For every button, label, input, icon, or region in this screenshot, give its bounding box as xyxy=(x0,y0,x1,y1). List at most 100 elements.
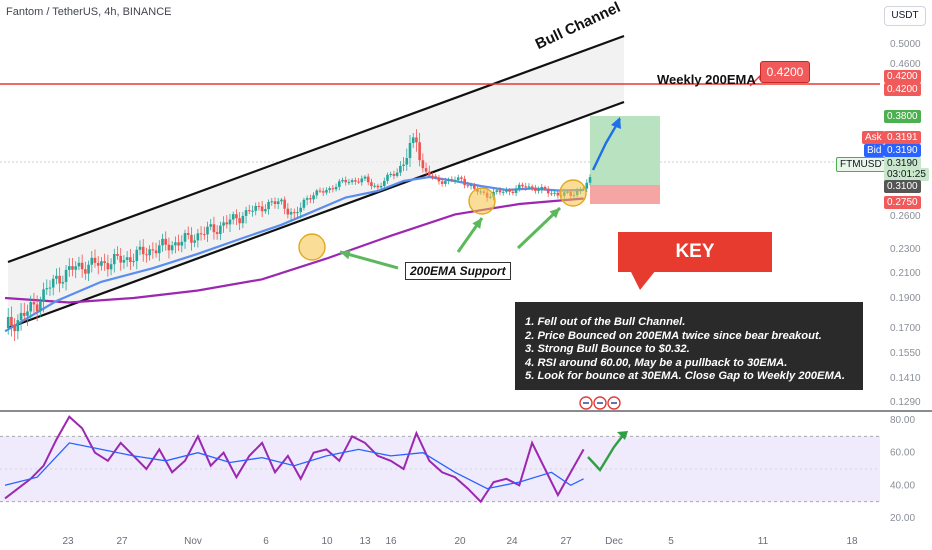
rsi-arrow xyxy=(587,433,625,472)
candle-body xyxy=(109,264,113,270)
rsi-line xyxy=(4,415,585,504)
candle-body xyxy=(270,201,274,203)
note-line: 2. Price Bounced on 200EMA twice since b… xyxy=(525,329,822,342)
candle-body xyxy=(286,208,290,215)
candle-body xyxy=(186,233,190,235)
time-axis-tick: 23 xyxy=(62,536,74,547)
candle-body xyxy=(219,225,222,234)
candle-body xyxy=(154,250,158,254)
candle-body xyxy=(434,176,438,178)
candle-body xyxy=(534,187,537,191)
target-arrow xyxy=(591,118,622,171)
rsi-axis-tick: 60.00 xyxy=(890,448,915,459)
price-axis-tick: 0.1290 xyxy=(890,397,921,408)
candle-body xyxy=(472,185,476,189)
candle-body xyxy=(553,192,556,194)
candle-body xyxy=(241,215,245,224)
candle-body xyxy=(556,192,560,196)
time-axis-tick: Dec xyxy=(605,536,623,547)
ask-tag: Ask xyxy=(862,131,885,144)
symbol-label: FTMUSDT xyxy=(836,157,892,172)
target-arrow-head xyxy=(611,117,621,129)
candle-body xyxy=(280,199,283,202)
note-line: 3. Strong Bull Bounce to $0.32. xyxy=(525,343,690,356)
candle-body xyxy=(61,282,65,284)
candle-body xyxy=(10,317,13,327)
candle-body xyxy=(119,255,123,263)
candle-body xyxy=(26,311,29,316)
stop-zone xyxy=(590,185,660,204)
stop-price-label: 0.2750 xyxy=(884,196,921,209)
price-axis-tick: 0.2300 xyxy=(890,244,921,255)
time-axis-tick: 16 xyxy=(385,536,397,547)
candle-body xyxy=(183,233,187,242)
candle-body xyxy=(196,233,200,241)
candle-body xyxy=(289,212,293,215)
candle-body xyxy=(39,301,42,312)
candle-body xyxy=(170,245,174,251)
candle-body xyxy=(45,288,49,290)
candle-body xyxy=(386,174,389,181)
candle-body xyxy=(305,198,309,200)
candle-body xyxy=(309,198,312,200)
candle-body xyxy=(389,174,393,176)
time-axis-tick: 6 xyxy=(263,536,269,547)
price-axis-tick: 0.4600 xyxy=(890,59,921,70)
candle-body xyxy=(129,257,132,263)
weekly-ema-price-label: 0.4200 xyxy=(884,83,921,96)
candle-body xyxy=(466,185,470,187)
candle-body xyxy=(222,222,225,226)
support-arrow xyxy=(339,250,399,270)
support-arrow-head xyxy=(549,208,560,219)
candle-body xyxy=(521,184,524,187)
candle-body xyxy=(260,206,264,212)
candle-body xyxy=(125,257,129,260)
currency-button[interactable]: USDT xyxy=(884,6,926,26)
candle-body xyxy=(231,214,235,220)
candle-body xyxy=(71,266,74,270)
candle-body xyxy=(135,249,139,261)
rsi-ma-line xyxy=(4,442,584,490)
candle-body xyxy=(13,326,16,332)
time-axis-tick: 24 xyxy=(506,536,518,547)
support-arrow-head xyxy=(472,218,482,229)
price-axis-tick: 0.1900 xyxy=(890,293,921,304)
candle-body xyxy=(148,249,151,256)
candle-body xyxy=(247,210,251,212)
candle-body xyxy=(48,287,52,289)
support-circle xyxy=(559,179,587,207)
candle-body xyxy=(32,302,36,305)
candle-body xyxy=(588,177,592,183)
candle-body xyxy=(546,189,550,194)
candle-body xyxy=(174,242,177,246)
candle-body xyxy=(225,222,229,225)
candle-body xyxy=(463,178,466,186)
candle-body xyxy=(347,182,351,184)
channel-fill xyxy=(8,36,624,328)
support-circle xyxy=(298,233,326,261)
candle-body xyxy=(90,257,94,265)
candle-body xyxy=(157,245,161,254)
candle-body xyxy=(354,180,357,182)
countdown-label: 03:01:25 xyxy=(884,168,929,181)
candle-body xyxy=(321,191,325,193)
candle-body xyxy=(395,172,399,176)
rsi-axis-tick: 40.00 xyxy=(890,480,915,491)
candle-body xyxy=(235,214,238,219)
candle-body xyxy=(267,201,270,210)
target-zone xyxy=(590,116,660,185)
candle-body xyxy=(190,234,193,243)
time-axis-tick: 5 xyxy=(668,536,674,547)
candle-body xyxy=(257,206,261,208)
weekly-200ema-label: Weekly 200EMA xyxy=(657,72,756,87)
candle-body xyxy=(444,180,447,184)
candle-body xyxy=(498,190,502,193)
candle-body xyxy=(405,158,409,165)
time-axis-tick: 10 xyxy=(321,536,333,547)
weekly-200ema-callout: 0.4200 xyxy=(760,61,810,83)
candle-body xyxy=(22,312,26,316)
candle-body xyxy=(193,240,196,243)
candle-body xyxy=(527,186,531,188)
note-line: 1. Fell out of the Bull Channel. xyxy=(525,316,686,328)
